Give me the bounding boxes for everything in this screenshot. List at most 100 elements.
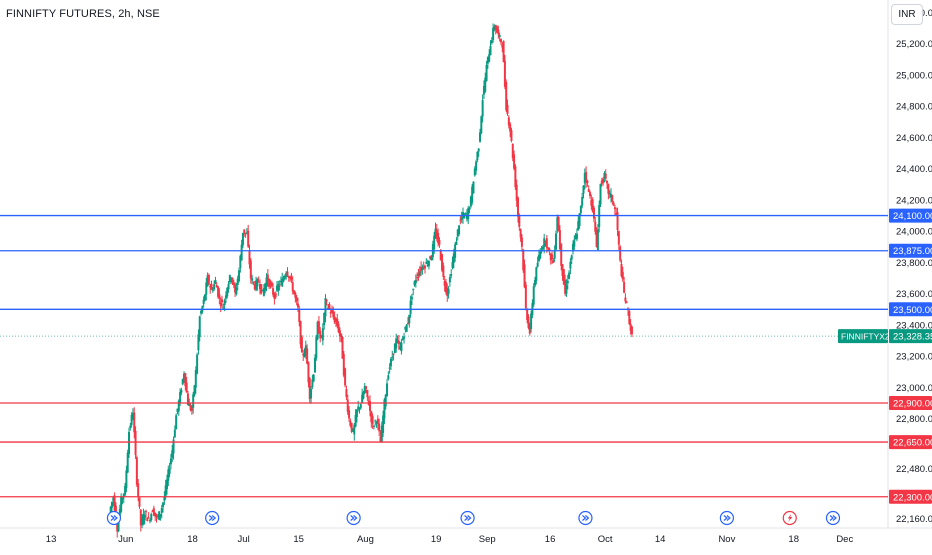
candle-body [209, 285, 212, 288]
candle-body [363, 386, 366, 393]
candle-body [569, 261, 572, 269]
candle-body [165, 479, 168, 489]
price-axis [888, 0, 932, 550]
candle-body [180, 389, 183, 393]
candle-body [303, 353, 306, 357]
candle-body [349, 420, 352, 426]
candle-body [211, 290, 214, 292]
level-label: 23,875.00 [893, 246, 932, 257]
candle-body [315, 337, 318, 359]
candle-body [311, 379, 314, 387]
candle-body [206, 275, 209, 287]
candle-body [497, 29, 500, 35]
dividend-marker-icon[interactable] [346, 510, 361, 526]
last-price-bg [889, 329, 932, 344]
candle-body [302, 353, 305, 356]
candle-body [357, 406, 360, 410]
dividend-marker-icon[interactable] [578, 510, 593, 526]
candle-body [515, 184, 518, 201]
candle-body [109, 506, 112, 513]
dividend-marker-icon[interactable] [825, 510, 841, 526]
candle-body [615, 213, 618, 216]
candle-body [255, 280, 258, 290]
candle-body [479, 132, 482, 142]
candle-body [291, 282, 294, 292]
candle-body [240, 244, 243, 261]
candle-body [382, 415, 385, 433]
candle-body [564, 279, 567, 294]
y-tick-label: 23,200.00 [896, 352, 932, 363]
y-tick-label: 23,000.00 [896, 383, 932, 394]
candle-body [383, 399, 386, 419]
candle-body [340, 333, 343, 338]
candle-body [426, 264, 429, 266]
currency-button[interactable]: INR [891, 4, 923, 25]
x-tick-label: 18 [788, 534, 799, 545]
x-tick-label: 14 [655, 534, 666, 545]
candle-body [260, 284, 263, 294]
candle-body [230, 277, 233, 282]
candle-body [253, 284, 256, 290]
candle-body [310, 388, 313, 399]
candle-body [572, 243, 575, 252]
dividend-marker-icon[interactable] [460, 510, 475, 526]
candle-body [130, 414, 133, 425]
candle-body [298, 310, 301, 322]
candle-body [307, 362, 310, 383]
candle-body [131, 412, 134, 420]
candle-body [184, 373, 187, 386]
candle-body [128, 431, 131, 454]
candle-body [124, 485, 127, 495]
candle-body [358, 407, 361, 409]
candle-body [556, 217, 559, 231]
candle-body [566, 280, 569, 284]
symbol-badge-label: FINNIFTYX2024 [841, 332, 904, 342]
candle-body [518, 215, 521, 227]
candle-body [348, 410, 351, 419]
candle-body [393, 343, 396, 353]
candle-body [603, 173, 606, 178]
candle-body [282, 278, 285, 282]
candle-body [433, 235, 436, 250]
candle-body [616, 212, 619, 230]
candle-body [361, 394, 364, 403]
candle-body [257, 281, 260, 283]
candle-body [624, 297, 627, 302]
candle-body [532, 286, 535, 305]
candle-body [138, 497, 141, 507]
candle-body [539, 251, 542, 259]
y-tick-label: 24,600.00 [896, 133, 932, 144]
candle-body [210, 283, 213, 290]
candle-body [534, 279, 537, 286]
candle-body [344, 368, 347, 386]
candle-body [557, 217, 560, 232]
candle-body [448, 277, 451, 283]
candle-body [328, 303, 331, 309]
candle-body [522, 249, 525, 271]
candle-body [602, 178, 605, 183]
earnings-marker-icon[interactable] [782, 510, 797, 526]
dividend-marker-icon[interactable] [719, 510, 735, 526]
candle-body [489, 45, 492, 56]
candle-body [536, 262, 539, 267]
dividend-marker-icon[interactable] [205, 510, 220, 526]
candle-body [613, 207, 616, 210]
candle-body [481, 100, 484, 117]
candle-body [197, 334, 200, 351]
dividend-chevrons [208, 515, 217, 521]
candle-body [594, 221, 597, 232]
level-label-bg [889, 396, 932, 411]
candle-body [316, 322, 319, 340]
candle-body [499, 39, 502, 43]
candle-body [429, 256, 432, 259]
dividend-marker-icon[interactable] [106, 510, 122, 526]
candle-body [591, 199, 594, 212]
candle-body [623, 282, 626, 293]
candle-body [113, 495, 116, 511]
candle-body [244, 232, 247, 234]
candle-body [248, 250, 251, 265]
candle-body [338, 330, 341, 337]
candle-body [133, 412, 136, 433]
candle-body [341, 336, 344, 359]
candle-body [581, 196, 584, 206]
